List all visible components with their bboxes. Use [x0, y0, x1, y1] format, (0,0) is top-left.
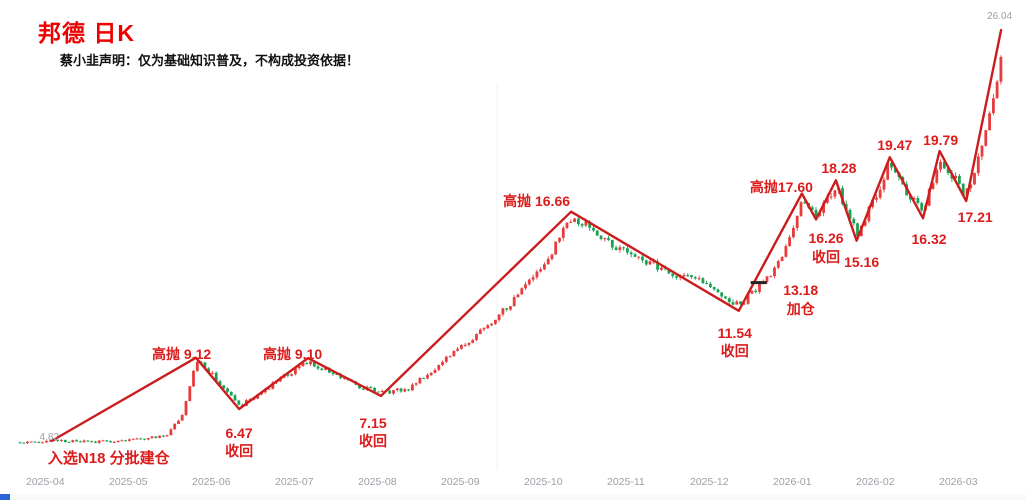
annotation-line: 加仓 [786, 300, 815, 317]
x-axis-tick-label: 2025-06 [192, 476, 231, 488]
strategy-annotation: 13.18 加仓 [783, 281, 818, 318]
annotation-line: 15.16 [844, 253, 880, 270]
x-axis-tick-label: 2026-01 [773, 476, 812, 488]
x-axis-tick-label: 2026-02 [856, 476, 895, 488]
annotation-line: 收回 [225, 443, 254, 460]
annotation-line: 6.47 [225, 425, 253, 441]
chart-title: 邦德 日K [38, 20, 135, 46]
strategy-annotation: 19.47 [877, 136, 912, 154]
strategy-annotation: 16.32 [911, 230, 946, 248]
x-axis-tick-label: 2025-07 [275, 476, 314, 488]
annotation-line: 高抛 9.12 [152, 345, 212, 362]
x-axis-tick-label: 2025-04 [26, 476, 65, 488]
annotation-line: 收回 [359, 433, 387, 450]
annotation-line: 高抛17.60 [749, 178, 813, 195]
annotation-line: 17.21 [957, 209, 993, 225]
x-axis-tick-label: 2026-03 [939, 476, 978, 488]
strategy-annotation: 高抛 9.12 [152, 345, 211, 363]
strategy-annotation: 17.21 [958, 208, 993, 226]
strategy-annotation: 入选N18 分批建仓 [48, 449, 170, 469]
annotation-line: 16.26 [808, 230, 844, 247]
annotation-line: 入选N18 分批建仓 [47, 450, 170, 467]
taskbar-accent [0, 494, 10, 500]
x-axis-tick-label: 2025-05 [109, 476, 148, 488]
annotation-line: 7.15 [359, 414, 387, 431]
annotation-line: 19.47 [877, 137, 913, 154]
annotation-line: 收回 [811, 248, 840, 265]
strategy-annotation: 16.26 收回 [808, 229, 843, 266]
annotation-line: 高抛 9.10 [263, 346, 323, 363]
strategy-annotation: 11.54 收回 [718, 324, 752, 361]
x-axis-tick-label: 2025-12 [690, 476, 729, 488]
annotation-line: 高抛 16.66 [503, 192, 571, 209]
strategy-annotation: 高抛17.60 [750, 178, 813, 196]
price-axis-mark: 4.82 [39, 432, 59, 443]
annotation-line: 16.32 [911, 231, 947, 248]
x-axis-tick-label: 2025-10 [524, 476, 563, 488]
strategy-annotation: 7.15 收回 [359, 414, 387, 451]
annotation-line: 收回 [720, 343, 749, 360]
strategy-annotation: 高抛 16.66 [503, 192, 570, 210]
annotation-line: 13.18 [783, 282, 819, 299]
disclaimer-text: 蔡小韭声明：仅为基础知识普及，不构成投资依据！ [60, 53, 360, 68]
x-axis-tick-label: 2025-09 [441, 476, 480, 488]
x-axis-tick-label: 2025-11 [607, 476, 645, 488]
strategy-annotation: 6.47 收回 [225, 424, 253, 461]
annotation-line: 19.79 [923, 132, 959, 148]
annotation-line: 18.28 [821, 160, 857, 177]
x-axis-tick-label: 2025-08 [358, 476, 397, 488]
strategy-annotation: 15.16 [844, 253, 879, 271]
strategy-annotation: 19.79 [923, 131, 958, 149]
taskbar-fragment [0, 494, 1026, 500]
strategy-annotation: 高抛 9.10 [263, 345, 322, 363]
price-axis-mark: 26.04 [987, 11, 1013, 22]
strategy-annotation: 18.28 [821, 159, 856, 177]
annotation-line: 11.54 [717, 324, 752, 341]
